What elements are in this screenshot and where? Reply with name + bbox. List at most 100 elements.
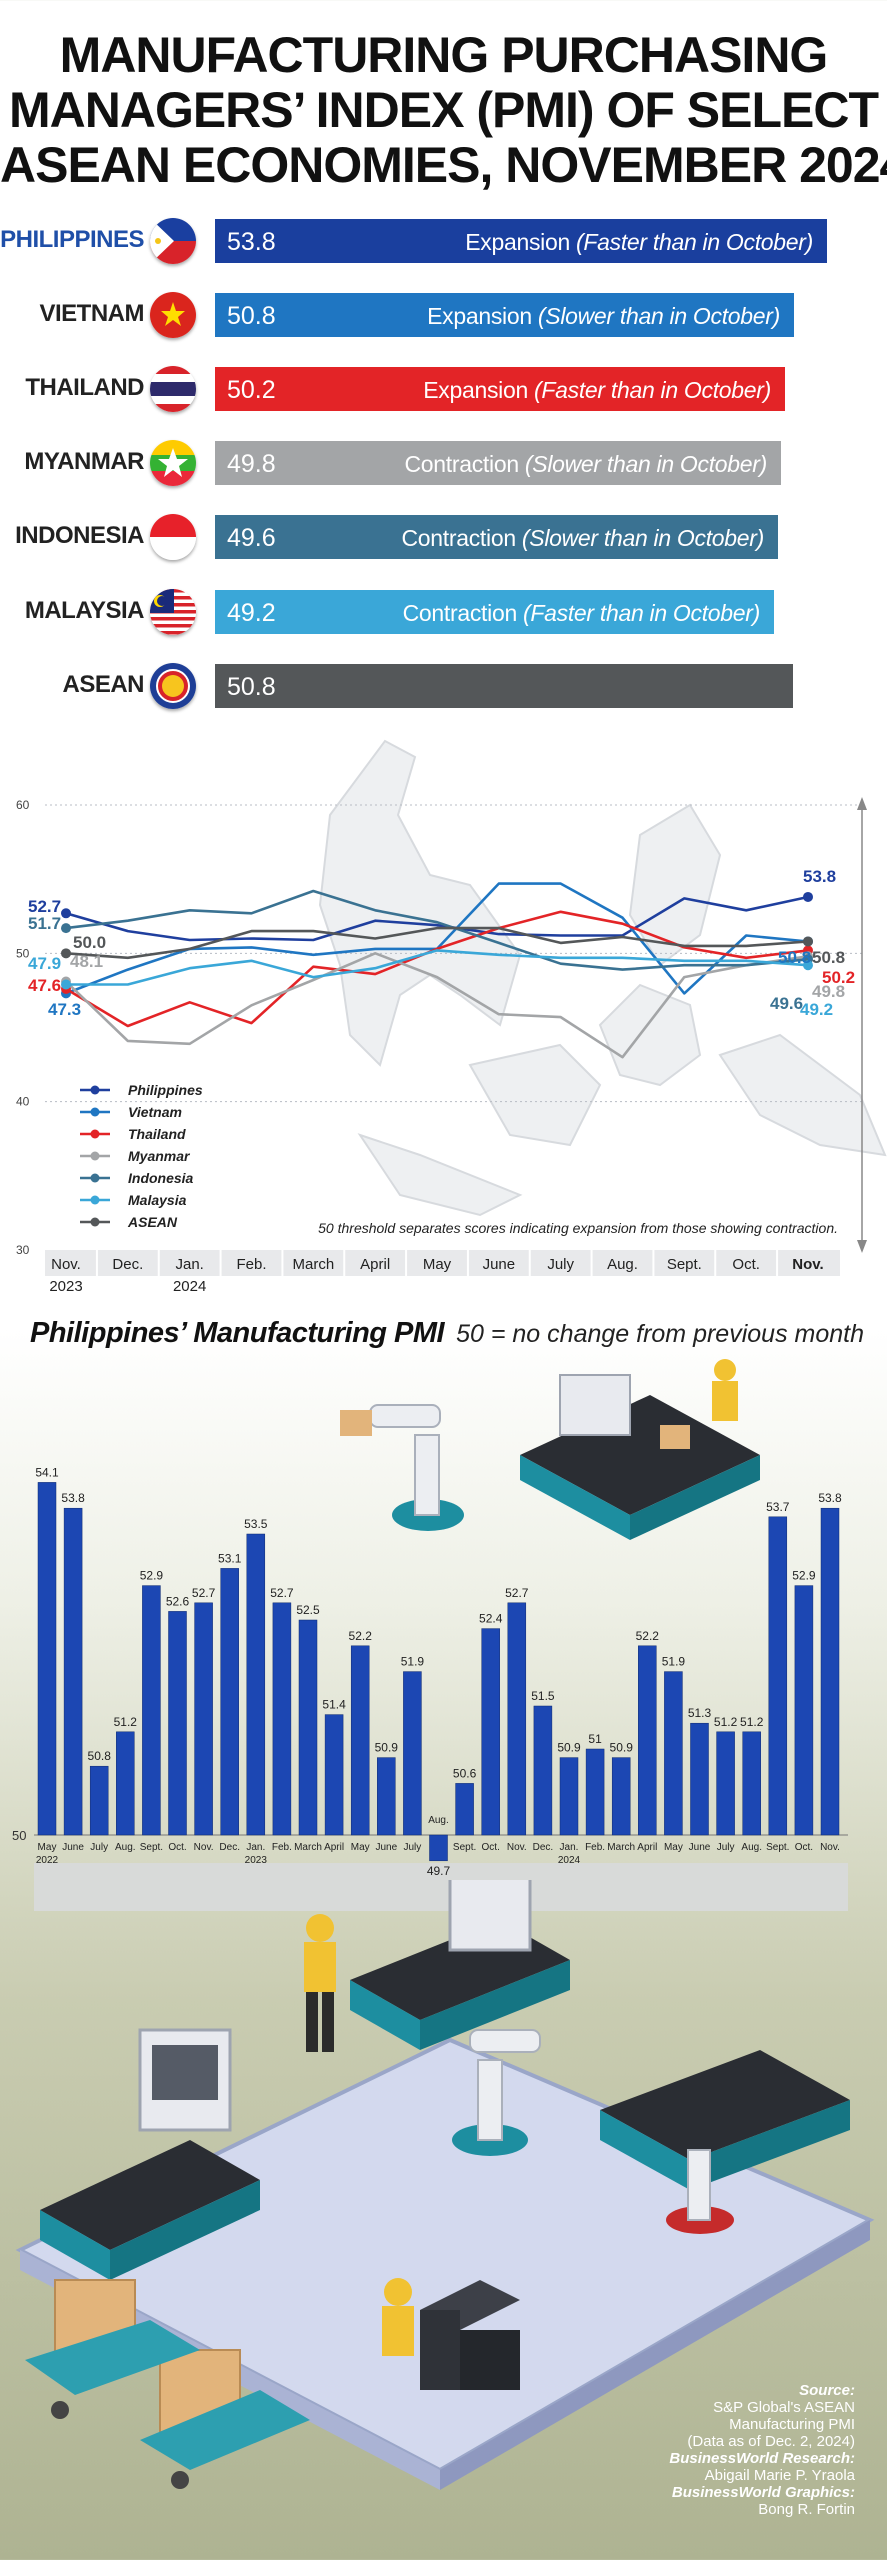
country-name: THAILAND bbox=[25, 374, 144, 401]
bar-category-label: Sept. bbox=[453, 1842, 476, 1853]
bar-category-label: June bbox=[689, 1842, 711, 1853]
pmi-bar bbox=[220, 1568, 239, 1836]
pmi-bar bbox=[638, 1645, 657, 1836]
bar-group: 50.9 June bbox=[375, 1741, 399, 1853]
legend-swatch-dot bbox=[90, 1151, 100, 1161]
series-start-point bbox=[61, 908, 71, 919]
ph-pmi-chart-heading: Philippines’ Manufacturing PMI 50 = no ch… bbox=[30, 1317, 864, 1350]
bar-value-label: 52.2 bbox=[636, 1629, 660, 1643]
bar-group: 51.5 Dec. bbox=[531, 1689, 555, 1853]
country-row-vietnam: VIETNAM 50.8 Expansion (Slower than in Oct… bbox=[0, 290, 887, 340]
x-tick-year: 2023 bbox=[49, 1278, 82, 1295]
x-tick-label: Feb. bbox=[236, 1256, 266, 1273]
pmi-bar bbox=[63, 1507, 83, 1836]
bar-group: 52.7 Nov. bbox=[505, 1586, 529, 1853]
bar-category-year: 2023 bbox=[245, 1855, 268, 1866]
pmi-bar bbox=[507, 1602, 527, 1836]
source-label: Source: bbox=[799, 2382, 855, 2399]
bar-value-label: 51.5 bbox=[531, 1689, 555, 1703]
pmi-bar bbox=[377, 1757, 396, 1836]
factory-illustration bbox=[15, 1880, 875, 2490]
bar-value-label: 51.9 bbox=[662, 1655, 686, 1669]
bar-value-label: 52.7 bbox=[192, 1586, 216, 1600]
legend-label: ASEAN bbox=[127, 1214, 178, 1230]
bar-value-label: 51.4 bbox=[322, 1698, 346, 1712]
series-end-point bbox=[803, 936, 813, 947]
pmi-value: 49.8 bbox=[227, 450, 276, 478]
status-note: (Faster than in October) bbox=[523, 600, 760, 626]
bar-category-label: Aug. bbox=[741, 1842, 762, 1853]
bar-category-label: Nov. bbox=[507, 1842, 527, 1853]
pmi-bar bbox=[89, 1765, 109, 1836]
infographic-title: MANUFACTURING PURCHASING MANAGERS’ INDEX… bbox=[0, 28, 887, 193]
indonesia-flag-icon bbox=[150, 514, 196, 560]
bar-category-label: Nov. bbox=[194, 1842, 214, 1853]
y-tick-label: 40 bbox=[16, 1095, 30, 1109]
conveyor-machine-left bbox=[40, 2028, 260, 2280]
country-row-asean: ASEAN 50.8 bbox=[0, 661, 887, 711]
country-name: INDONESIA bbox=[15, 522, 144, 549]
series-end-point bbox=[803, 891, 813, 902]
status-word: Expansion bbox=[423, 377, 528, 403]
pmi-bar bbox=[116, 1731, 135, 1836]
bar-value-label: 52.9 bbox=[140, 1569, 164, 1583]
pmi-bar bbox=[298, 1619, 318, 1836]
pmi-status: Expansion (Faster than in October) bbox=[465, 229, 813, 256]
bar-category-label: April bbox=[324, 1842, 344, 1853]
legend-label: Malaysia bbox=[128, 1192, 187, 1208]
bar-category-label: Jan. bbox=[246, 1842, 265, 1853]
bar-value-label: 51.2 bbox=[740, 1715, 764, 1729]
bar-value-label: 50.6 bbox=[453, 1766, 477, 1780]
vietnam-flag-icon bbox=[150, 292, 196, 338]
category-strip bbox=[34, 1863, 848, 1911]
bar-value-label: 52.5 bbox=[296, 1603, 320, 1617]
control-console-graphic bbox=[420, 2280, 520, 2390]
thailand-flag-icon bbox=[150, 366, 196, 412]
pmi-value: 53.8 bbox=[227, 228, 276, 256]
bar-group: 52.9 Oct. bbox=[792, 1569, 816, 1853]
bar-value-label: 51.3 bbox=[688, 1706, 712, 1720]
bar-group: 52.4 Oct. bbox=[479, 1612, 503, 1853]
status-word: Contraction bbox=[404, 451, 520, 477]
bar-group: 53.5 Jan. 2023 bbox=[244, 1517, 268, 1866]
bar-group: 52.2 May bbox=[349, 1629, 373, 1853]
ph-pmi-chart-title: Philippines’ Manufacturing PMI bbox=[30, 1317, 445, 1349]
status-word: Contraction bbox=[401, 525, 517, 551]
bar-category-year: 2024 bbox=[558, 1855, 581, 1866]
bar-value-label: 52.7 bbox=[270, 1586, 294, 1600]
bar-category-label: Oct. bbox=[168, 1842, 186, 1853]
bar-group: 50.9 March bbox=[607, 1741, 635, 1853]
bar-group: 51 Feb. bbox=[585, 1732, 605, 1853]
end-value-label: 50.8 bbox=[778, 948, 811, 967]
legend-label: Philippines bbox=[128, 1082, 203, 1098]
bar-group: 50.9 Jan. 2024 bbox=[557, 1741, 581, 1866]
status-note: (Slower than in October) bbox=[537, 303, 780, 329]
country-row-myanmar: MYANMAR 49.8 Contraction (Slower than in O… bbox=[0, 438, 887, 488]
bar-group: 52.7 Nov. bbox=[192, 1586, 216, 1853]
y-tick-label: 50 bbox=[16, 946, 30, 960]
pmi-status: Expansion (Faster than in October) bbox=[423, 377, 771, 404]
bar-group: 50.8 July bbox=[88, 1749, 112, 1853]
legend: Philippines Vietnam Thailand Myanmar Indones… bbox=[80, 1082, 203, 1230]
pmi-bar bbox=[820, 1507, 840, 1836]
bar-category-label: Dec. bbox=[219, 1842, 240, 1853]
status-note: (Faster than in October) bbox=[534, 377, 771, 403]
bar-value-label: 52.9 bbox=[792, 1569, 816, 1583]
bar-group: 53.1 Dec. bbox=[218, 1551, 242, 1853]
x-tick-label: Nov. bbox=[792, 1256, 823, 1273]
legend-label: Indonesia bbox=[128, 1170, 194, 1186]
source-line-1: S&P Global's ASEAN bbox=[713, 2399, 855, 2416]
bar-category-label: March bbox=[294, 1842, 322, 1853]
x-axis: Nov. 2023 Dec. Jan. 2024 Feb. March April May Jun… bbox=[45, 1250, 840, 1295]
legend-label: Thailand bbox=[128, 1126, 186, 1142]
arrow-down-icon bbox=[857, 1240, 867, 1253]
bar-value-label: 50.8 bbox=[88, 1749, 112, 1763]
legend-item: Thailand bbox=[80, 1126, 186, 1142]
bar-category-year: 2022 bbox=[36, 1855, 59, 1866]
legend-swatch-dot bbox=[90, 1107, 100, 1117]
status-word: Expansion bbox=[465, 229, 570, 255]
pmi-bar bbox=[37, 1482, 57, 1836]
start-value-label: 51.7 bbox=[28, 914, 61, 933]
x-tick-year: 2024 bbox=[173, 1278, 206, 1295]
series-philippines bbox=[61, 891, 813, 942]
